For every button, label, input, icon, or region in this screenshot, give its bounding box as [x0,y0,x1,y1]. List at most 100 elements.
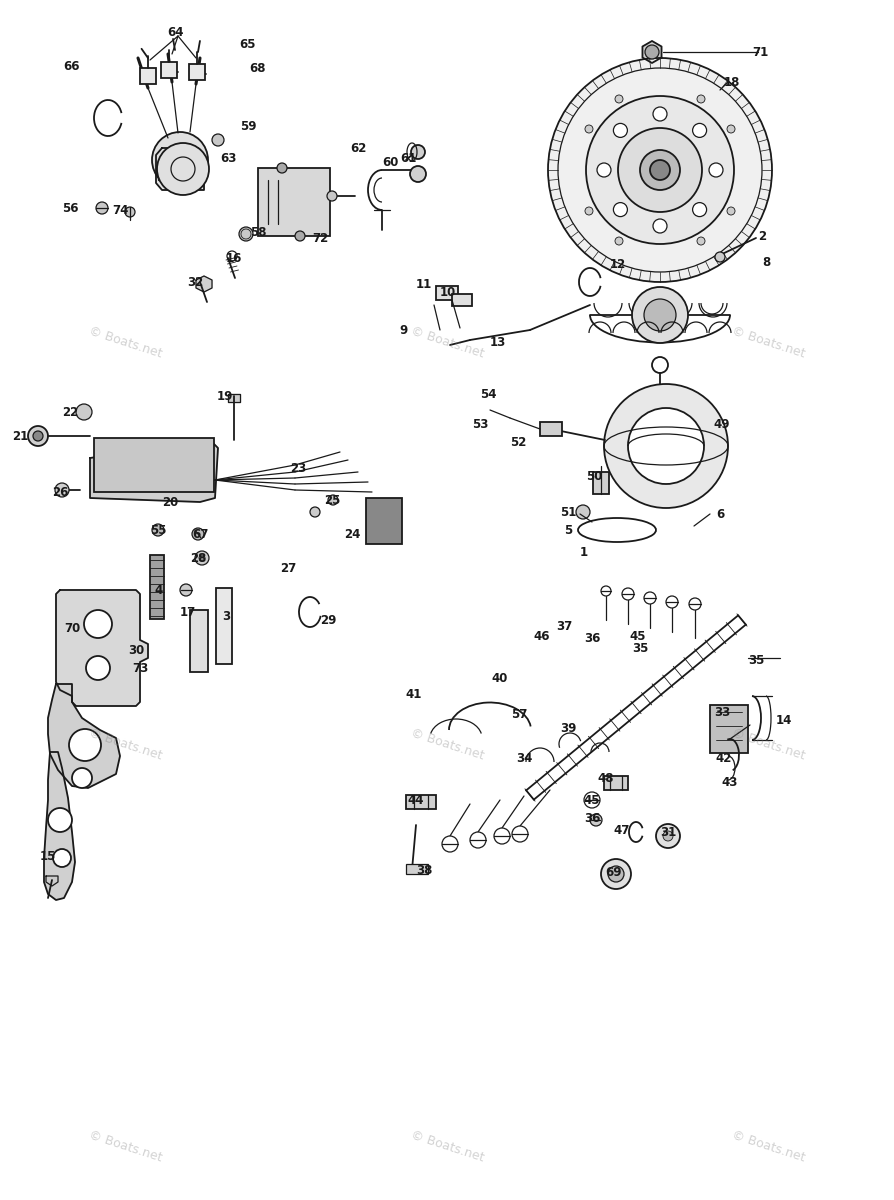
Bar [436,286,458,300]
Circle shape [585,125,593,133]
Circle shape [86,656,110,680]
Text: 65: 65 [240,37,257,50]
Text: 23: 23 [290,462,306,474]
Circle shape [195,551,209,565]
Text: 72: 72 [312,232,328,245]
Text: 50: 50 [586,469,603,482]
Text: 53: 53 [472,418,488,431]
Circle shape [615,95,623,103]
Text: 35: 35 [632,642,648,654]
Circle shape [442,836,458,852]
Text: 46: 46 [534,630,550,642]
Circle shape [697,238,705,245]
Circle shape [548,58,772,282]
Polygon shape [46,876,58,886]
Text: © Boats.net: © Boats.net [87,324,164,360]
Text: 25: 25 [324,493,341,506]
Circle shape [613,124,628,138]
Text: 19: 19 [217,390,233,402]
Circle shape [590,814,602,826]
Circle shape [72,768,92,788]
Text: © Boats.net: © Boats.net [730,726,807,762]
Text: 39: 39 [560,721,577,734]
Text: 64: 64 [167,25,183,38]
Text: 12: 12 [610,258,626,271]
Text: 8: 8 [762,256,770,269]
Circle shape [212,134,224,146]
Text: 21: 21 [12,430,28,443]
Text: 24: 24 [344,528,360,540]
Bar [258,168,330,236]
Text: 62: 62 [350,142,367,155]
Text: © Boats.net: © Boats.net [730,324,807,360]
Text: 73: 73 [132,661,148,674]
Text: 45: 45 [584,793,600,806]
Bar [150,554,164,619]
Text: 26: 26 [52,486,68,498]
Text: 33: 33 [714,706,730,719]
Circle shape [494,828,510,844]
Bar [593,472,609,494]
Text: 52: 52 [510,436,527,449]
Text: 51: 51 [560,505,577,518]
Text: 69: 69 [606,865,622,878]
Text: 74: 74 [112,204,128,216]
Circle shape [584,792,600,808]
Bar [189,64,205,80]
Bar [540,422,562,436]
Text: 31: 31 [660,826,676,839]
Text: © Boats.net: © Boats.net [409,726,485,762]
Bar [190,610,208,672]
Text: 66: 66 [63,60,80,72]
Circle shape [727,125,735,133]
Bar [710,704,748,754]
Circle shape [470,832,486,848]
Text: 42: 42 [716,751,732,764]
Text: 17: 17 [180,606,196,618]
Text: 28: 28 [190,552,207,564]
Text: 15: 15 [40,850,56,863]
Bar [158,168,168,180]
Circle shape [628,408,704,484]
Circle shape [615,238,623,245]
Bar [94,438,214,492]
Text: 32: 32 [187,276,203,288]
Circle shape [96,202,108,214]
Text: © Boats.net: © Boats.net [87,1128,164,1164]
Circle shape [618,128,702,212]
Text: 11: 11 [416,278,432,292]
Text: 55: 55 [150,523,166,536]
Text: 49: 49 [713,418,730,431]
Text: 34: 34 [516,751,532,764]
Text: 10: 10 [440,287,456,300]
Bar [406,794,436,809]
Text: 70: 70 [63,622,80,635]
Circle shape [644,592,656,604]
Circle shape [239,227,253,241]
Circle shape [613,203,628,216]
Text: 20: 20 [162,496,178,509]
Text: 37: 37 [556,619,572,632]
Text: 68: 68 [249,61,266,74]
Circle shape [585,206,593,215]
Text: 48: 48 [598,772,614,785]
Circle shape [310,506,320,517]
Polygon shape [196,276,212,292]
Circle shape [656,824,680,848]
Polygon shape [48,684,120,788]
Text: 44: 44 [408,793,425,806]
Circle shape [28,426,48,446]
Text: 71: 71 [752,46,768,59]
Circle shape [608,866,624,882]
Text: 36: 36 [584,811,600,824]
Text: 58: 58 [249,226,266,239]
Text: 16: 16 [226,252,242,264]
Circle shape [693,124,706,138]
Circle shape [604,384,728,508]
Text: 5: 5 [564,523,572,536]
Bar [161,62,177,78]
Circle shape [709,163,723,176]
Circle shape [410,166,426,182]
Text: © Boats.net: © Boats.net [87,726,164,762]
Circle shape [152,132,208,188]
